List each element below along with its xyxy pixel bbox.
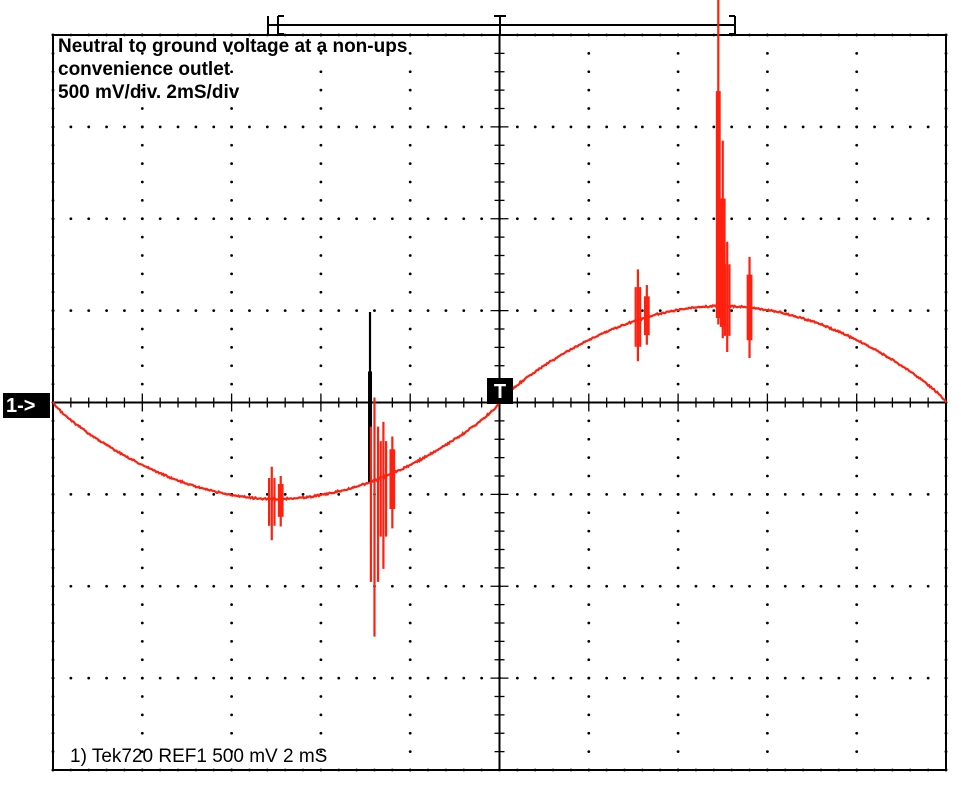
oscilloscope-screenshot: Neutral to ground voltage at a non-upsco… [0, 0, 961, 793]
channel-marker-label: 1-> [6, 395, 35, 417]
trigger-marker-label: T [494, 381, 506, 403]
bottom-status-text: 1) Tek720 REF1 500 mV 2 mS [70, 746, 327, 767]
annotation-line-2: 500 mV/div. 2mS/div [58, 82, 240, 103]
annotation-line-0: Neutral to ground voltage at a non-ups [58, 36, 407, 57]
oscilloscope-svg: Neutral to ground voltage at a non-upsco… [0, 0, 961, 793]
annotation-line-1: convenience outlet [58, 59, 231, 80]
